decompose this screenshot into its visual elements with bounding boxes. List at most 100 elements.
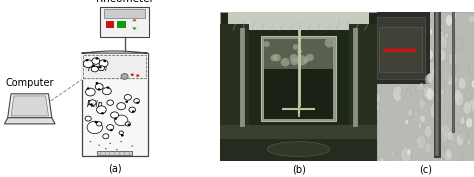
Circle shape [421,41,425,47]
Circle shape [413,115,419,123]
Circle shape [99,66,102,68]
Circle shape [129,107,136,112]
Circle shape [419,83,424,90]
Circle shape [444,148,453,162]
Text: Computer: Computer [6,79,54,88]
Circle shape [137,102,139,104]
Circle shape [463,101,472,114]
Circle shape [303,58,309,63]
Circle shape [131,73,134,76]
Circle shape [98,144,100,146]
Circle shape [102,88,111,95]
Text: (a): (a) [108,164,121,173]
Circle shape [451,75,457,85]
Circle shape [128,124,130,126]
Circle shape [378,58,389,74]
Circle shape [439,146,445,155]
Polygon shape [11,96,48,116]
Circle shape [408,109,413,117]
Circle shape [425,74,433,86]
Circle shape [114,118,117,120]
Text: (c): (c) [419,165,432,175]
Circle shape [417,115,424,125]
Circle shape [121,74,128,79]
Circle shape [103,60,106,62]
Circle shape [415,158,419,164]
Circle shape [110,112,118,118]
Text: Rheometer: Rheometer [96,0,154,4]
Circle shape [98,88,100,91]
Circle shape [87,87,90,90]
Circle shape [425,143,432,153]
Circle shape [454,64,459,71]
Circle shape [406,149,411,156]
Circle shape [92,58,100,64]
Circle shape [379,48,385,57]
Circle shape [447,75,453,85]
Circle shape [377,44,384,55]
Circle shape [136,74,139,77]
Circle shape [432,106,441,120]
Circle shape [446,150,452,159]
Circle shape [451,31,455,36]
Bar [82,53,148,80]
Circle shape [448,53,457,66]
Bar [97,151,132,155]
Circle shape [466,117,473,128]
Polygon shape [82,51,148,53]
Circle shape [281,58,290,67]
Circle shape [410,10,420,27]
Circle shape [103,134,109,139]
Circle shape [433,16,438,23]
Circle shape [94,121,97,123]
Bar [83,55,146,78]
Circle shape [384,42,390,51]
Circle shape [460,117,465,124]
Circle shape [306,54,314,61]
Circle shape [99,60,108,67]
Circle shape [468,14,474,24]
Bar [349,24,377,161]
Circle shape [471,80,474,88]
Circle shape [446,134,451,141]
Circle shape [86,59,89,61]
Circle shape [125,101,128,103]
Circle shape [95,84,103,90]
Text: Pulp: Pulp [87,100,103,109]
Circle shape [460,130,469,143]
Circle shape [448,129,454,137]
Circle shape [297,49,302,54]
Circle shape [107,100,113,105]
Circle shape [115,115,128,126]
Circle shape [107,125,114,130]
Circle shape [435,21,442,32]
Circle shape [418,98,425,109]
Circle shape [119,131,123,135]
Circle shape [380,158,384,164]
Bar [261,36,336,121]
Bar [220,24,248,161]
Circle shape [422,62,430,75]
Circle shape [438,156,444,163]
Bar [377,17,426,79]
Circle shape [414,112,417,116]
Circle shape [469,62,474,74]
Circle shape [423,86,432,99]
Circle shape [392,40,403,55]
Circle shape [376,105,379,110]
Circle shape [132,110,135,113]
Bar [228,12,369,30]
Circle shape [96,57,99,59]
Circle shape [453,90,462,102]
Circle shape [452,12,457,20]
Circle shape [456,134,464,145]
Circle shape [290,54,298,62]
Circle shape [445,32,449,39]
Ellipse shape [267,142,330,157]
Circle shape [439,88,444,95]
Circle shape [465,90,471,99]
Circle shape [405,119,409,125]
Circle shape [96,82,99,84]
Circle shape [429,103,440,119]
Bar [264,39,333,69]
